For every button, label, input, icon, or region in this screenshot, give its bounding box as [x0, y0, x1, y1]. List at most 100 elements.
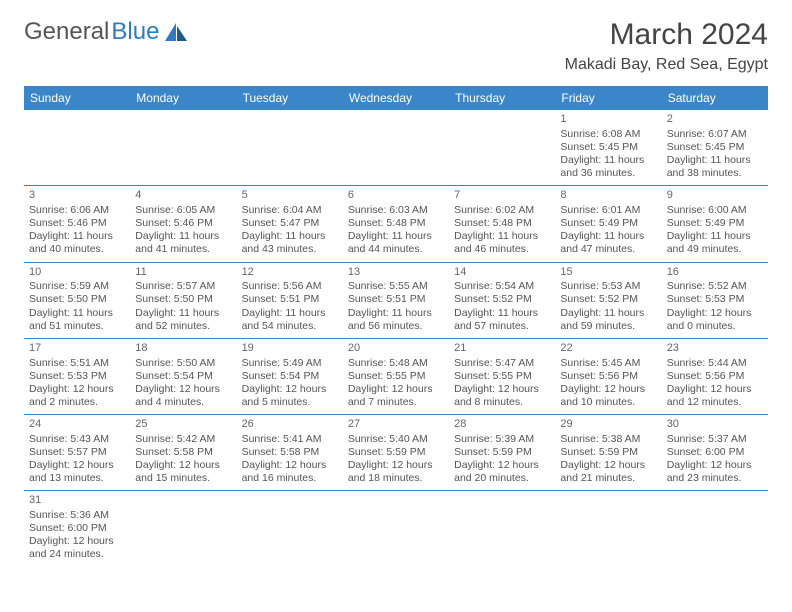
daylight-line: Daylight: 11 hours and 36 minutes.: [560, 154, 656, 180]
logo-sail-icon: [163, 21, 189, 43]
calendar-cell: 5Sunrise: 6:04 AMSunset: 5:47 PMDaylight…: [237, 186, 343, 262]
calendar-cell: [555, 491, 661, 567]
sunset-line: Sunset: 5:57 PM: [29, 446, 125, 459]
daylight-line: Daylight: 12 hours and 10 minutes.: [560, 383, 656, 409]
daylight-line: Daylight: 12 hours and 8 minutes.: [454, 383, 550, 409]
sunrise-line: Sunrise: 5:54 AM: [454, 280, 550, 293]
sunrise-line: Sunrise: 5:36 AM: [29, 509, 125, 522]
calendar-cell: [449, 110, 555, 186]
daylight-line: Daylight: 12 hours and 7 minutes.: [348, 383, 444, 409]
day-number: 28: [454, 418, 550, 432]
sunset-line: Sunset: 5:54 PM: [242, 370, 338, 383]
calendar-cell: [130, 110, 236, 186]
day-number: 2: [667, 113, 763, 127]
day-number: 31: [29, 494, 125, 508]
sunrise-line: Sunrise: 5:44 AM: [667, 357, 763, 370]
sunset-line: Sunset: 5:58 PM: [242, 446, 338, 459]
day-number: 24: [29, 418, 125, 432]
logo-text-2: Blue: [111, 18, 159, 46]
sunset-line: Sunset: 5:46 PM: [29, 217, 125, 230]
sunrise-line: Sunrise: 6:03 AM: [348, 204, 444, 217]
calendar-cell: [343, 491, 449, 567]
calendar-cell: 7Sunrise: 6:02 AMSunset: 5:48 PMDaylight…: [449, 186, 555, 262]
sunrise-line: Sunrise: 6:01 AM: [560, 204, 656, 217]
sunset-line: Sunset: 5:48 PM: [454, 217, 550, 230]
day-number: 16: [667, 266, 763, 280]
sunset-line: Sunset: 5:48 PM: [348, 217, 444, 230]
calendar-cell: 28Sunrise: 5:39 AMSunset: 5:59 PMDayligh…: [449, 415, 555, 491]
sunset-line: Sunset: 5:47 PM: [242, 217, 338, 230]
daylight-line: Daylight: 12 hours and 16 minutes.: [242, 459, 338, 485]
daylight-line: Daylight: 11 hours and 51 minutes.: [29, 307, 125, 333]
calendar-cell: 8Sunrise: 6:01 AMSunset: 5:49 PMDaylight…: [555, 186, 661, 262]
calendar-cell: 30Sunrise: 5:37 AMSunset: 6:00 PMDayligh…: [662, 415, 768, 491]
calendar-cell: 27Sunrise: 5:40 AMSunset: 5:59 PMDayligh…: [343, 415, 449, 491]
sunrise-line: Sunrise: 6:04 AM: [242, 204, 338, 217]
daylight-line: Daylight: 12 hours and 15 minutes.: [135, 459, 231, 485]
sunset-line: Sunset: 5:51 PM: [348, 293, 444, 306]
sunset-line: Sunset: 5:49 PM: [667, 217, 763, 230]
day-number: 9: [667, 189, 763, 203]
calendar-body: 1Sunrise: 6:08 AMSunset: 5:45 PMDaylight…: [24, 110, 768, 567]
calendar-cell: 14Sunrise: 5:54 AMSunset: 5:52 PMDayligh…: [449, 262, 555, 338]
sunrise-line: Sunrise: 6:00 AM: [667, 204, 763, 217]
weekday-header: Sunday: [24, 86, 130, 110]
calendar-cell: 16Sunrise: 5:52 AMSunset: 5:53 PMDayligh…: [662, 262, 768, 338]
sunset-line: Sunset: 6:00 PM: [667, 446, 763, 459]
weekday-header: Thursday: [449, 86, 555, 110]
day-number: 3: [29, 189, 125, 203]
sunset-line: Sunset: 5:46 PM: [135, 217, 231, 230]
daylight-line: Daylight: 11 hours and 47 minutes.: [560, 230, 656, 256]
day-number: 5: [242, 189, 338, 203]
logo-text-1: General: [24, 18, 109, 46]
sunset-line: Sunset: 6:00 PM: [29, 522, 125, 535]
sunrise-line: Sunrise: 5:39 AM: [454, 433, 550, 446]
daylight-line: Daylight: 11 hours and 40 minutes.: [29, 230, 125, 256]
calendar-cell: 20Sunrise: 5:48 AMSunset: 5:55 PMDayligh…: [343, 338, 449, 414]
daylight-line: Daylight: 11 hours and 56 minutes.: [348, 307, 444, 333]
day-number: 19: [242, 342, 338, 356]
calendar-cell: 4Sunrise: 6:05 AMSunset: 5:46 PMDaylight…: [130, 186, 236, 262]
calendar-cell: [343, 110, 449, 186]
sunrise-line: Sunrise: 5:55 AM: [348, 280, 444, 293]
calendar-cell: [237, 110, 343, 186]
calendar-cell: 23Sunrise: 5:44 AMSunset: 5:56 PMDayligh…: [662, 338, 768, 414]
daylight-line: Daylight: 12 hours and 20 minutes.: [454, 459, 550, 485]
calendar-cell: 17Sunrise: 5:51 AMSunset: 5:53 PMDayligh…: [24, 338, 130, 414]
daylight-line: Daylight: 11 hours and 44 minutes.: [348, 230, 444, 256]
daylight-line: Daylight: 11 hours and 46 minutes.: [454, 230, 550, 256]
weekday-header: Wednesday: [343, 86, 449, 110]
calendar-cell: [237, 491, 343, 567]
sunset-line: Sunset: 5:53 PM: [667, 293, 763, 306]
calendar-cell: 18Sunrise: 5:50 AMSunset: 5:54 PMDayligh…: [130, 338, 236, 414]
daylight-line: Daylight: 11 hours and 38 minutes.: [667, 154, 763, 180]
day-number: 30: [667, 418, 763, 432]
daylight-line: Daylight: 11 hours and 54 minutes.: [242, 307, 338, 333]
daylight-line: Daylight: 12 hours and 21 minutes.: [560, 459, 656, 485]
sunset-line: Sunset: 5:51 PM: [242, 293, 338, 306]
daylight-line: Daylight: 12 hours and 18 minutes.: [348, 459, 444, 485]
sunrise-line: Sunrise: 5:52 AM: [667, 280, 763, 293]
day-number: 17: [29, 342, 125, 356]
sunrise-line: Sunrise: 5:49 AM: [242, 357, 338, 370]
calendar-cell: 26Sunrise: 5:41 AMSunset: 5:58 PMDayligh…: [237, 415, 343, 491]
calendar-cell: 6Sunrise: 6:03 AMSunset: 5:48 PMDaylight…: [343, 186, 449, 262]
daylight-line: Daylight: 12 hours and 0 minutes.: [667, 307, 763, 333]
sunrise-line: Sunrise: 5:42 AM: [135, 433, 231, 446]
day-number: 21: [454, 342, 550, 356]
daylight-line: Daylight: 12 hours and 23 minutes.: [667, 459, 763, 485]
title-block: March 2024 Makadi Bay, Red Sea, Egypt: [565, 18, 768, 74]
sunset-line: Sunset: 5:59 PM: [348, 446, 444, 459]
sunset-line: Sunset: 5:52 PM: [560, 293, 656, 306]
calendar-cell: [24, 110, 130, 186]
sunrise-line: Sunrise: 5:48 AM: [348, 357, 444, 370]
sunset-line: Sunset: 5:54 PM: [135, 370, 231, 383]
day-number: 4: [135, 189, 231, 203]
day-number: 15: [560, 266, 656, 280]
day-number: 1: [560, 113, 656, 127]
daylight-line: Daylight: 11 hours and 49 minutes.: [667, 230, 763, 256]
calendar-cell: 3Sunrise: 6:06 AMSunset: 5:46 PMDaylight…: [24, 186, 130, 262]
sunrise-line: Sunrise: 5:37 AM: [667, 433, 763, 446]
daylight-line: Daylight: 11 hours and 43 minutes.: [242, 230, 338, 256]
sunset-line: Sunset: 5:59 PM: [560, 446, 656, 459]
